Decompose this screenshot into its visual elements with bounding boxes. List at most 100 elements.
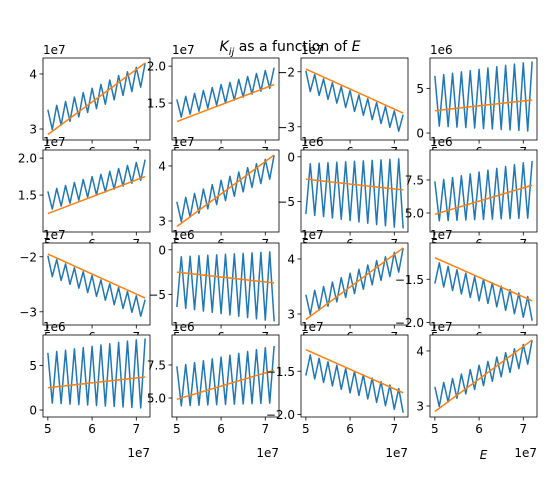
axes-frame [42, 57, 151, 141]
title-text: as a function of [234, 39, 351, 55]
y-tick-label: 3 [287, 307, 295, 321]
y-tick-label: 3 [29, 122, 37, 136]
series-line [176, 251, 275, 322]
series-line [176, 271, 275, 284]
series-line [47, 62, 146, 136]
y-offset-label: 1e7 [430, 228, 453, 242]
series-line [434, 339, 533, 408]
y-offset-label: 1e7 [301, 320, 324, 334]
axes-frame [429, 242, 538, 326]
series-line [305, 247, 404, 316]
x-tick-label: 5 [44, 422, 52, 436]
y-offset-label: 1e7 [43, 135, 66, 149]
y-tick-label: 1.5 [18, 189, 37, 203]
axes-frame [429, 149, 538, 233]
series-line [176, 345, 275, 407]
y-tick-label: 2.0 [18, 152, 37, 166]
axes-background [301, 58, 408, 140]
subplot: 5 6 7 −1.5 −2.0 1e7 1e7 [266, 320, 409, 460]
series-line [305, 178, 404, 191]
y-tick-label: −2 [277, 65, 295, 79]
y-offset-label: 1e7 [172, 135, 195, 149]
x-offset-label: 1e7 [514, 446, 537, 460]
y-offset-label: 1e7 [172, 43, 195, 57]
y-tick-label: −5 [277, 195, 295, 209]
series-line [176, 154, 275, 223]
y-tick-label: 5.0 [147, 391, 166, 405]
series-line [47, 255, 146, 317]
x-axis-label: E [480, 448, 488, 462]
series-line [434, 339, 533, 413]
title-variable: E [352, 39, 361, 55]
series-line [305, 70, 404, 132]
y-tick-label: 5 [29, 359, 37, 373]
axes-frame [429, 334, 538, 418]
x-offset-label: 1e7 [127, 446, 150, 460]
y-tick-label: 5.0 [405, 206, 424, 220]
y-tick-label: 3 [158, 214, 166, 228]
y-tick-label: 0 [158, 243, 166, 257]
y-offset-label: 1e6 [172, 228, 195, 242]
x-tick-label: 6 [346, 422, 354, 436]
x-offset-label: 1e7 [256, 446, 279, 460]
x-tick-label: 7 [519, 422, 527, 436]
y-tick-label: 7.5 [405, 173, 424, 187]
y-tick-label: −3 [19, 305, 37, 319]
y-tick-label: 0 [287, 150, 295, 164]
title-subscript: ij [229, 47, 235, 58]
x-tick-label: 6 [217, 422, 225, 436]
series-line [434, 160, 533, 222]
axes-frame [42, 149, 151, 233]
y-tick-label: −2 [19, 250, 37, 264]
x-tick-label: 6 [88, 422, 96, 436]
y-tick-label: 3 [416, 399, 424, 413]
y-offset-label: 1e6 [43, 320, 66, 334]
axes-background [43, 243, 150, 325]
y-tick-label: −3 [277, 120, 295, 134]
axes-frame [171, 149, 280, 233]
axes-background [430, 243, 537, 325]
series-line [305, 348, 404, 394]
axes-frame [171, 57, 280, 141]
x-offset-label: 1e7 [385, 446, 408, 460]
subplot: 5 6 7 3 4 1e7 1e7 E [416, 320, 538, 462]
y-offset-label: 1e7 [43, 43, 66, 57]
axes-background [301, 335, 408, 417]
axes-frame [429, 57, 538, 141]
axes-frame [300, 149, 409, 233]
axes-frame [300, 242, 409, 326]
subplot: 5 6 7 5.0 7.5 1e6 1e7 [147, 320, 280, 460]
y-offset-label: 1e6 [430, 135, 453, 149]
x-tick-label: 6 [475, 422, 483, 436]
series-line [305, 68, 404, 114]
axes-frame [42, 242, 151, 326]
y-offset-label: 1e7 [430, 320, 453, 334]
y-offset-label: 1e6 [172, 320, 195, 334]
y-tick-label: 4 [287, 252, 295, 266]
y-tick-label: −2.0 [395, 316, 424, 330]
y-offset-label: 1e7 [301, 228, 324, 242]
series-line [47, 175, 146, 215]
x-tick-label: 5 [431, 422, 439, 436]
axes-frame [171, 334, 280, 418]
y-tick-label: 4 [416, 344, 424, 358]
axes-background [43, 150, 150, 232]
y-tick-label: 4 [158, 159, 166, 173]
y-tick-label: −1.5 [266, 365, 295, 379]
x-tick-label: 7 [132, 422, 140, 436]
series-line [434, 99, 533, 112]
axes-frame [300, 57, 409, 141]
y-tick-label: 0 [416, 127, 424, 141]
y-offset-label: 1e7 [43, 228, 66, 242]
series-line [176, 369, 275, 401]
